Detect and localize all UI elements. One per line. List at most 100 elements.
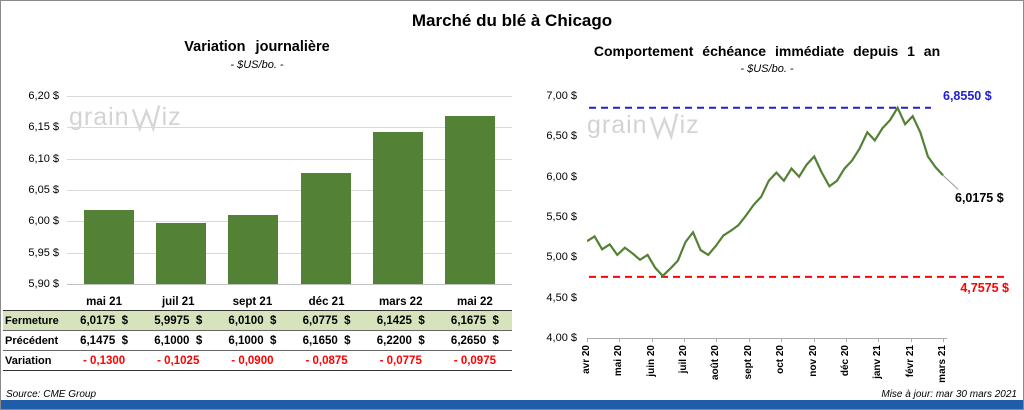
y-tick-label: 5,00 $ bbox=[546, 251, 577, 264]
x-tick-mark bbox=[943, 338, 944, 342]
table-cell: - 0,0875 bbox=[305, 355, 348, 367]
table-row: Fermeture 6,0175 $ 5,9975 $ 6,0100 $ 6,0775 … bbox=[3, 310, 512, 331]
last-value-label: 6,0175 $ bbox=[955, 191, 1004, 205]
y-tick-label: 6,00 $ bbox=[28, 215, 59, 228]
table-row: Précédent 6,1475 $ 6,1000 $ 6,1000 $ 6,1650 … bbox=[3, 331, 512, 351]
line-chart-subtitle: - $US/bo. - bbox=[740, 63, 794, 75]
bar-chart-plot bbox=[67, 96, 512, 285]
x-tick-label: août 20 bbox=[710, 345, 722, 381]
zigzag-w-icon bbox=[131, 105, 160, 133]
watermark-text-suffix: iz bbox=[679, 110, 700, 139]
y-tick-label: 7,00 $ bbox=[546, 90, 577, 102]
x-tick-label: avr 20 bbox=[581, 345, 592, 374]
bar-chart-subtitle: - $US/bo. - bbox=[230, 59, 284, 71]
x-tick-mark bbox=[878, 338, 880, 342]
column-header: sept 21 bbox=[232, 296, 273, 308]
bar bbox=[84, 210, 135, 284]
x-tick-mark bbox=[716, 338, 718, 342]
x-tick-label: févr 21 bbox=[904, 345, 916, 378]
table-row: Variation - 0,1300 - 0,1025 - 0,0900 - 0,087… bbox=[3, 351, 512, 371]
price-line-series bbox=[587, 105, 944, 278]
column-header: mai 22 bbox=[457, 296, 493, 308]
y-tick-label: 4,00 $ bbox=[546, 332, 577, 344]
y-tick-label: 4,50 $ bbox=[546, 291, 577, 304]
x-tick-label: juin 20 bbox=[645, 345, 657, 377]
y-tick-label: 5,90 $ bbox=[28, 278, 59, 290]
bottom-accent-bar bbox=[1, 400, 1023, 409]
gridline bbox=[67, 190, 512, 191]
x-tick-mark bbox=[781, 338, 783, 342]
table-cell: 6,2650 $ bbox=[450, 335, 499, 347]
table-cell: - 0,1025 bbox=[157, 355, 200, 367]
bar-series bbox=[67, 96, 512, 284]
x-tick-mark bbox=[684, 338, 686, 342]
x-tick-mark bbox=[910, 338, 912, 342]
table-cell: 6,1000 $ bbox=[228, 335, 277, 347]
min-value-label: 4,7575 $ bbox=[960, 281, 1009, 295]
row-label: Précédent bbox=[5, 335, 59, 347]
table-cell: 6,2200 $ bbox=[376, 335, 425, 347]
gridline bbox=[67, 158, 512, 160]
line-chart-x-axis bbox=[587, 338, 947, 339]
x-tick-label: juil 20 bbox=[678, 345, 690, 374]
line-chart-plot bbox=[587, 105, 1007, 278]
table-corner-cell bbox=[3, 293, 67, 310]
bar-chart-y-axis: 5,90 $ 5,95 $ 6,00 $ 6,05 $ 6,10 $ 6,15 $ 6,20… bbox=[13, 90, 63, 290]
table-header-row: mai 21 juil 21 sept 21 déc 21 mars 22 mai 22 bbox=[3, 293, 512, 310]
table-cell: 6,1000 $ bbox=[154, 335, 203, 347]
y-tick-label: 6,10 $ bbox=[28, 152, 59, 165]
x-tick-mark bbox=[748, 338, 750, 342]
y-tick-label: 6,05 $ bbox=[28, 184, 59, 196]
table-cell: 5,9975 $ bbox=[154, 315, 203, 327]
gridline bbox=[67, 127, 512, 129]
y-tick-label: 6,15 $ bbox=[28, 121, 59, 134]
y-tick-label: 6,20 $ bbox=[28, 90, 59, 102]
table-cell: 6,0100 $ bbox=[228, 315, 277, 327]
gridline bbox=[67, 221, 512, 223]
x-tick-label: janv 21 bbox=[872, 345, 884, 379]
column-header: juil 21 bbox=[161, 296, 195, 308]
x-tick-label: nov 20 bbox=[807, 345, 819, 377]
bar bbox=[444, 116, 495, 284]
x-tick-label: mai 20 bbox=[613, 345, 625, 377]
y-tick-label: 6,50 $ bbox=[546, 130, 577, 143]
column-header: mai 21 bbox=[86, 296, 122, 308]
y-tick-label: 5,95 $ bbox=[28, 246, 59, 259]
table-cell: 6,1425 $ bbox=[376, 315, 425, 327]
zigzag-w-icon bbox=[649, 113, 678, 141]
table-cell: - 0,1300 bbox=[82, 355, 126, 367]
last-value-callout-line bbox=[942, 174, 959, 190]
row-label: Fermeture bbox=[5, 315, 59, 327]
y-tick-label: 6,00 $ bbox=[546, 170, 577, 183]
x-tick-mark bbox=[619, 338, 621, 342]
column-header: déc 21 bbox=[308, 296, 345, 308]
x-tick-mark bbox=[587, 338, 588, 342]
x-tick-mark bbox=[813, 338, 815, 342]
x-tick-label: sept 20 bbox=[742, 345, 754, 380]
x-tick-mark bbox=[845, 338, 847, 342]
gridline bbox=[67, 284, 512, 285]
table-cell: 6,0175 $ bbox=[80, 315, 129, 327]
line-chart-y-axis: 4,00 $ 4,50 $ 5,00 $ 5,50 $ 6,00 $ 6,50 $ 7,00… bbox=[537, 90, 581, 344]
watermark-text-prefix: grain bbox=[587, 110, 648, 139]
bar bbox=[228, 215, 279, 284]
source-note: Source: CME Group bbox=[6, 389, 97, 400]
grainwiz-watermark: grain iz bbox=[69, 101, 182, 133]
gridline bbox=[67, 252, 512, 254]
table-cell: 6,1475 $ bbox=[80, 335, 129, 347]
bar bbox=[300, 172, 351, 284]
table-cell: 6,1650 $ bbox=[302, 335, 351, 347]
table-cell: - 0,0775 bbox=[379, 355, 422, 367]
table-cell: - 0,0900 bbox=[231, 355, 274, 367]
price-table: mai 21 juil 21 sept 21 déc 21 mars 22 mai 22 F… bbox=[3, 293, 512, 371]
table-cell: 6,0775 $ bbox=[302, 315, 351, 327]
watermark-text-prefix: grain bbox=[69, 102, 130, 131]
line-chart-title: Comportement échéance immédiate depuis 1… bbox=[593, 43, 941, 59]
x-tick-mark bbox=[651, 338, 653, 342]
bar-chart-title: Variation journalière bbox=[184, 39, 330, 55]
y-tick-label: 5,50 $ bbox=[546, 211, 577, 223]
page-title: Marché du blé à Chicago bbox=[411, 11, 613, 30]
x-tick-label: déc 20 bbox=[839, 345, 851, 377]
line-chart-x-labels: avr 20 mai 20 juin 20 juil 20 août 20 sept 20… bbox=[581, 338, 957, 386]
